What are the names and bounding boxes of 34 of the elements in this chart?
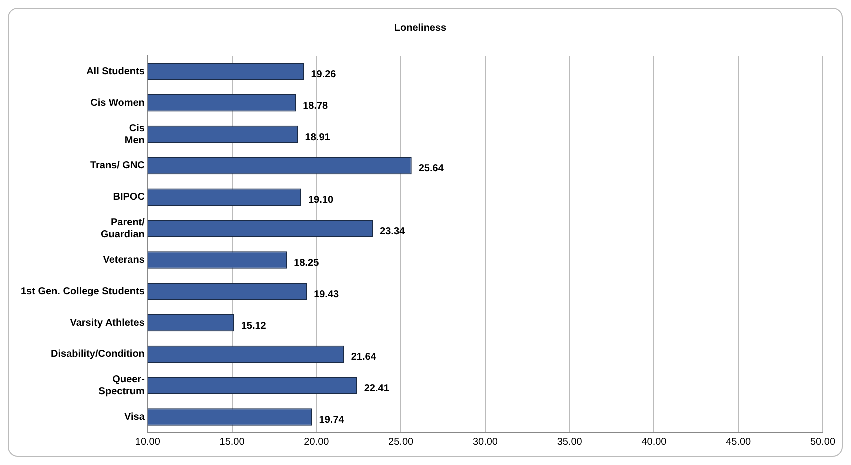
y-tick-label: Varsity Athletes <box>70 318 146 329</box>
x-tick-label: 30.00 <box>472 436 498 448</box>
x-tick-label: 40.00 <box>642 436 668 448</box>
y-tick-label: Parent/ Guardian <box>101 218 146 241</box>
y-tick-label: 1st Gen. College Students <box>20 286 146 298</box>
data-label: 23.34 <box>380 226 406 238</box>
x-tick-label: 50.00 <box>810 436 836 448</box>
y-tick-label: BIPOC <box>113 192 145 204</box>
data-label: 22.41 <box>364 384 390 395</box>
data-label: 18.25 <box>294 258 320 269</box>
x-tick-label: 10.00 <box>135 436 161 448</box>
y-tick-label: Trans/ GNC <box>90 160 145 172</box>
y-tick-label: Queer- Spectrum <box>98 374 146 398</box>
y-tick-label: Cis Men <box>124 123 146 146</box>
chart-title: Loneliness <box>394 22 448 34</box>
y-tick-label: Disability/Condition <box>51 349 145 360</box>
y-tick-label: Veterans <box>103 254 146 266</box>
data-label: 21.64 <box>351 352 377 364</box>
data-label: 19.10 <box>308 195 334 206</box>
y-tick-label: Cis Women <box>90 98 145 109</box>
x-tick-label: 15.00 <box>220 436 246 448</box>
x-tick-label: 20.00 <box>304 436 330 448</box>
x-tick-label: 25.00 <box>388 436 414 448</box>
data-label: 18.91 <box>305 132 331 144</box>
data-label: 25.64 <box>418 164 444 175</box>
data-label: 19.43 <box>314 289 340 300</box>
data-label: 18.78 <box>303 100 329 112</box>
y-tick-label: Visa <box>124 412 146 424</box>
data-label: 19.26 <box>311 69 337 80</box>
data-label: 15.12 <box>241 320 267 332</box>
data-label: 19.74 <box>319 415 345 426</box>
y-tick-label: All Students <box>86 66 146 78</box>
x-tick-label: 45.00 <box>726 436 752 448</box>
x-tick-label: 35.00 <box>557 436 583 448</box>
